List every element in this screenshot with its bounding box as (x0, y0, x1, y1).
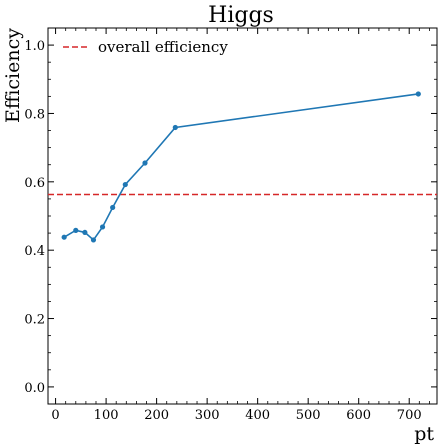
x-tick-label: 700 (397, 408, 422, 423)
efficiency-series-line (63, 93, 419, 242)
x-tick-label: 300 (195, 408, 220, 423)
efficiency-data-point (99, 224, 106, 230)
x-tick-label: 500 (296, 408, 321, 423)
y-tick-label: 0.6 (24, 176, 45, 191)
chart-title: Higgs (208, 3, 274, 28)
efficiency-data-point (82, 229, 88, 236)
x-tick-label: 0 (51, 408, 59, 423)
x-axis-label: pt (414, 423, 434, 445)
efficiency-data-point (61, 234, 67, 240)
x-tick-label: 100 (94, 408, 119, 423)
series-marks (48, 91, 437, 243)
efficiency-data-point (73, 227, 79, 233)
efficiency-data-point (90, 237, 97, 243)
efficiency-data-point (110, 204, 116, 211)
efficiency-data-point (142, 160, 148, 166)
efficiency-data-point (122, 181, 128, 188)
y-tick-label: 0.8 (24, 107, 45, 122)
y-axis-label: Efficiency (2, 28, 24, 123)
legend: overall efficiency (63, 38, 228, 56)
y-tick-label: 0.4 (24, 244, 45, 259)
y-tick-label: 0.0 (24, 381, 45, 396)
x-tick-label: 400 (245, 408, 270, 423)
x-tick-label: 200 (144, 408, 169, 423)
legend-label-overall-efficiency: overall efficiency (98, 38, 228, 56)
y-tick-label: 1.0 (24, 39, 45, 54)
efficiency-data-point (172, 124, 178, 131)
efficiency-data-point (415, 91, 421, 97)
x-tick-label: 600 (346, 408, 371, 423)
plot-frame (47, 27, 438, 405)
y-tick-label: 0.2 (24, 313, 45, 328)
axis-ticks: 0 100 200 300 400 500 600 700 0.0 0.2 0.4 0.6 0.8 1.0 (24, 27, 437, 423)
